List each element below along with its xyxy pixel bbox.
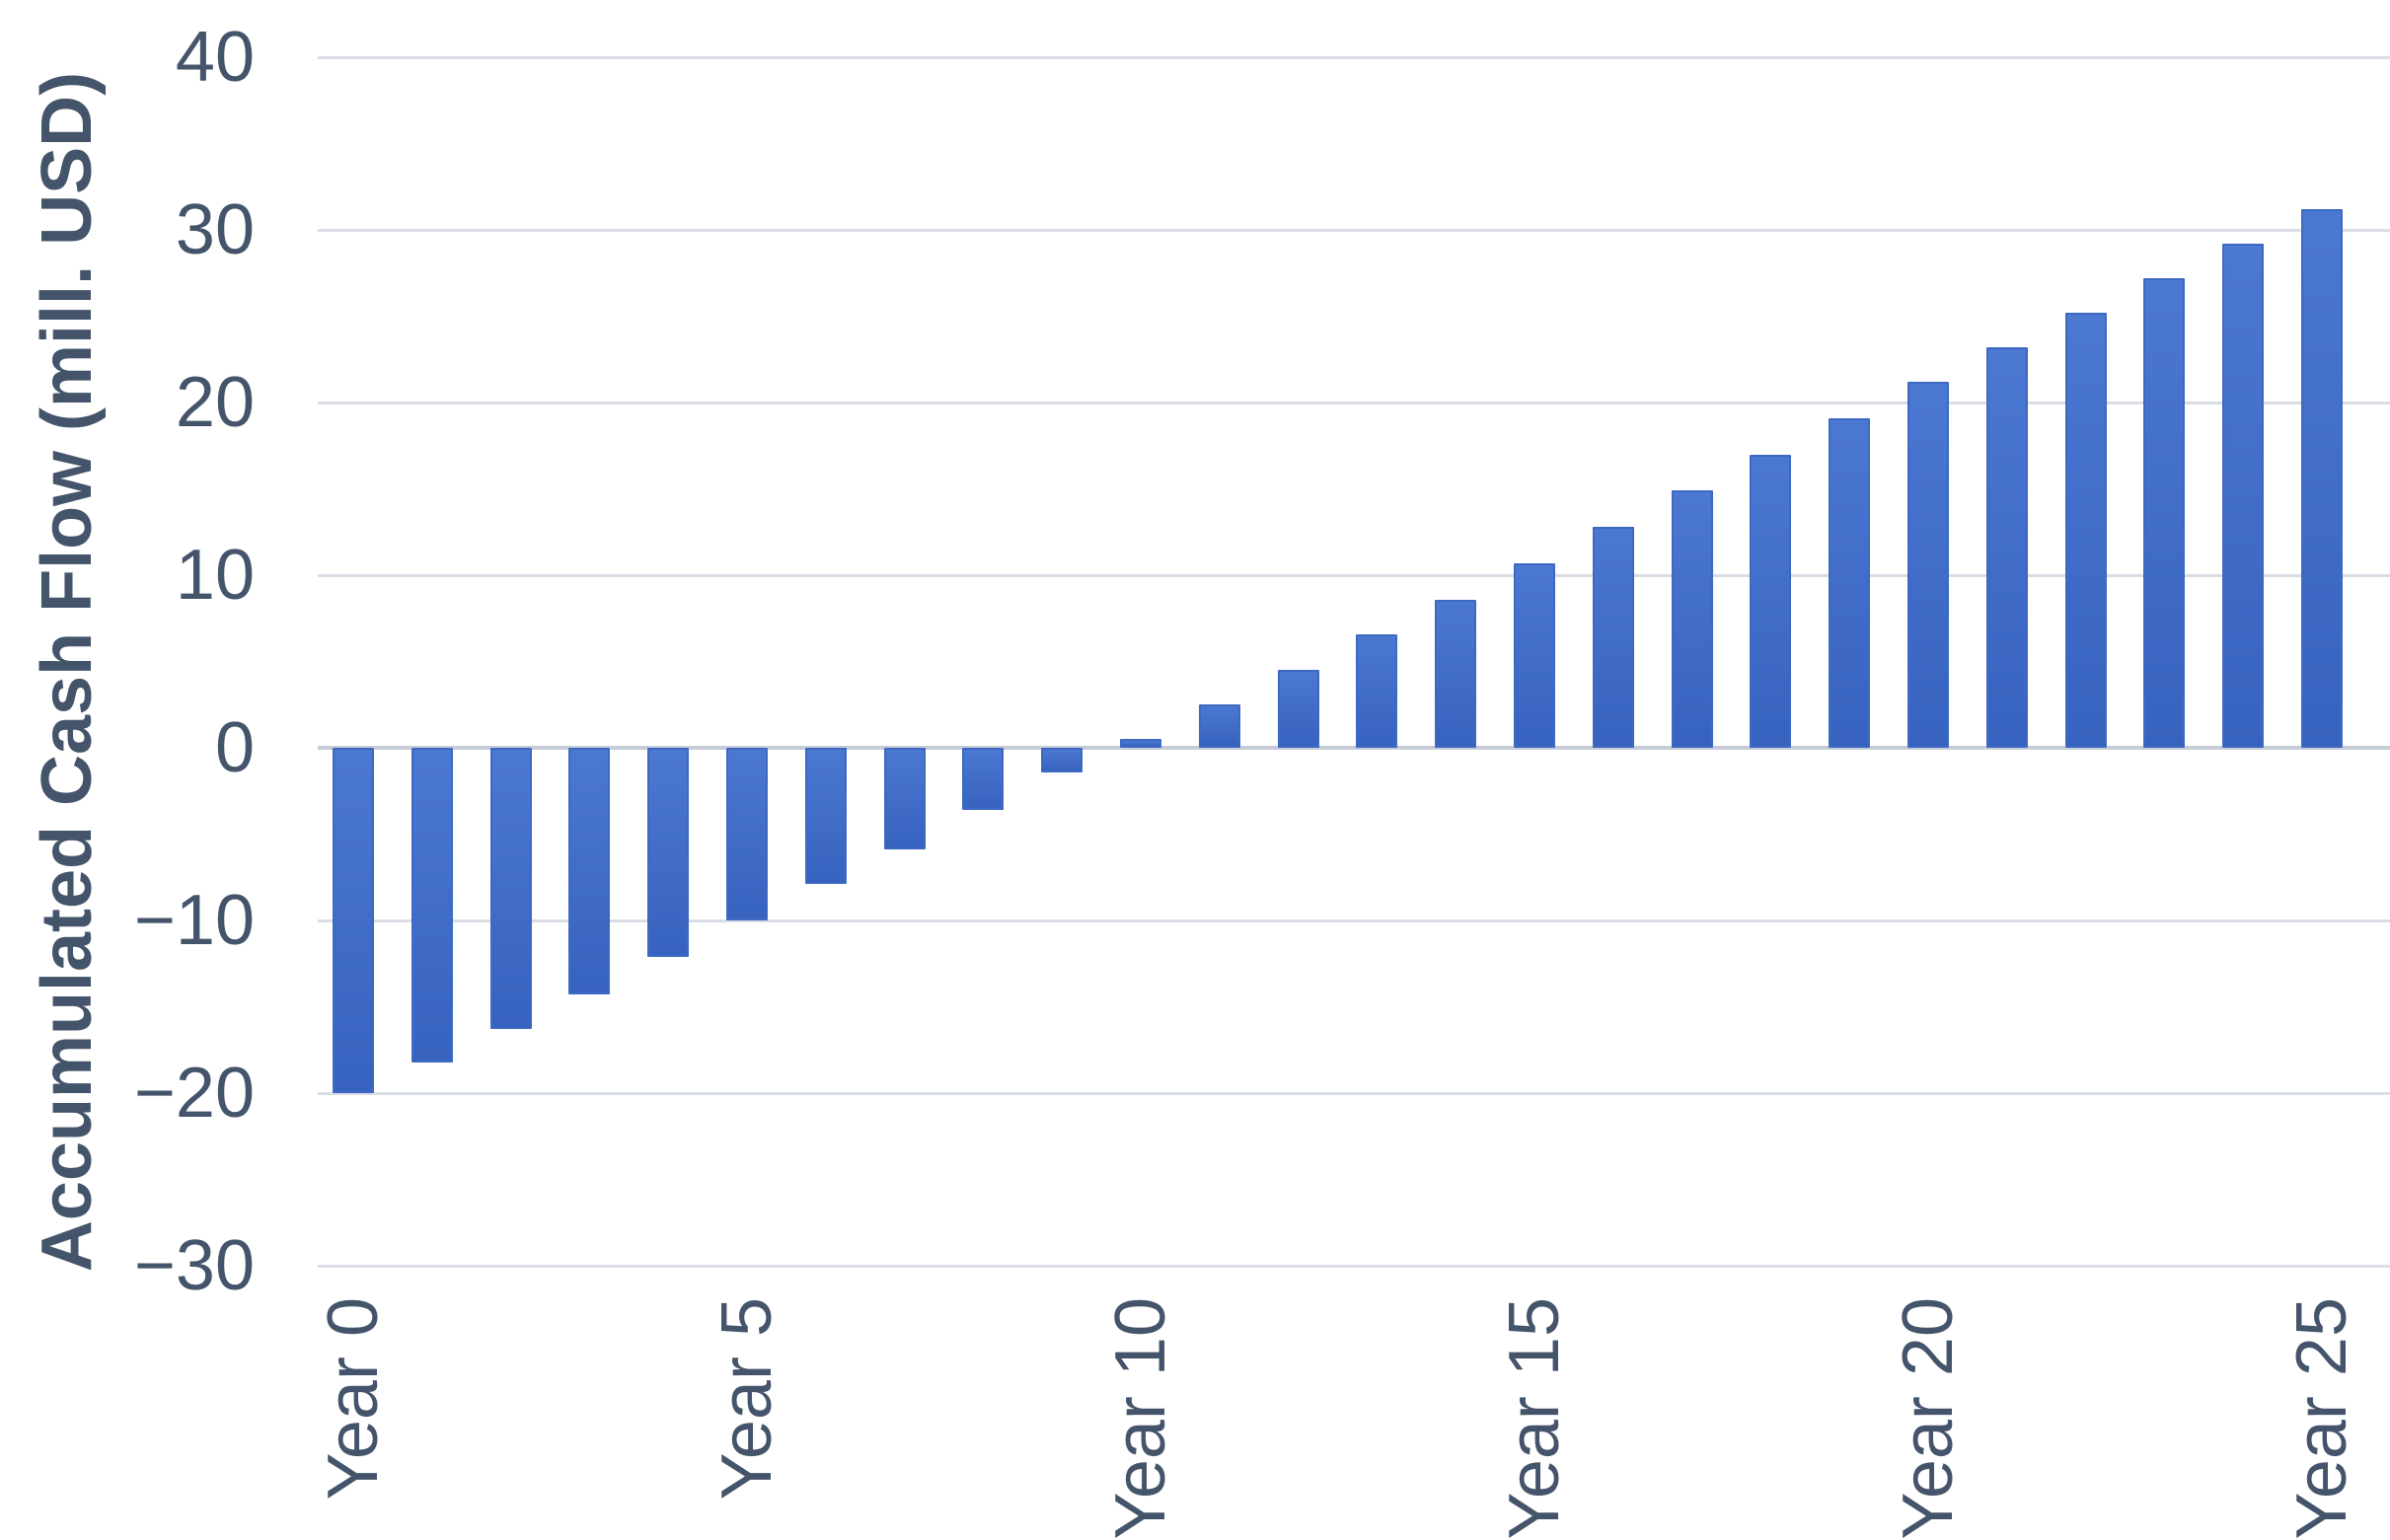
bar-year-6: [804, 748, 847, 885]
x-tick-label: Year 15: [1495, 1297, 1574, 1540]
bar-year-25: [2301, 209, 2343, 748]
bar-year-4: [647, 748, 690, 957]
bar-year-20: [1907, 382, 1949, 748]
bar-year-23: [2143, 278, 2186, 748]
bar-year-16: [1592, 527, 1634, 748]
bar-year-1: [411, 748, 453, 1063]
y-tick-label: 10: [175, 536, 255, 615]
bar-year-2: [489, 748, 532, 1030]
bar-year-9: [1041, 748, 1083, 772]
bar-year-0: [333, 748, 374, 1093]
gridline: [318, 919, 2390, 922]
x-tick-label: Year 10: [1101, 1297, 1180, 1540]
gridline: [318, 229, 2390, 232]
x-tick-label: Year 25: [2282, 1297, 2361, 1540]
bar-year-11: [1198, 704, 1240, 748]
y-tick-label: −20: [133, 1054, 255, 1133]
bar-year-24: [2222, 244, 2265, 748]
bar-year-18: [1750, 454, 1792, 748]
bar-year-10: [1120, 739, 1161, 748]
y-tick-label: 0: [214, 708, 255, 787]
bar-year-5: [726, 748, 768, 920]
zero-axis-line: [318, 746, 2390, 750]
gridline: [318, 1265, 2390, 1268]
bar-year-14: [1435, 599, 1477, 748]
gridline: [318, 1092, 2390, 1095]
bar-year-8: [962, 748, 1005, 810]
bar-year-22: [2064, 313, 2107, 748]
x-tick-label: Year 0: [314, 1297, 393, 1501]
bar-year-12: [1277, 670, 1319, 748]
bar-year-15: [1514, 562, 1555, 748]
gridline: [318, 574, 2390, 577]
y-tick-label: 30: [175, 190, 255, 269]
x-tick-label: Year 20: [1889, 1297, 1968, 1540]
bar-year-17: [1671, 490, 1713, 748]
bar-year-7: [883, 748, 926, 850]
y-tick-label: 20: [175, 363, 255, 442]
bar-year-19: [1829, 417, 1871, 748]
y-tick-label: −30: [133, 1226, 255, 1305]
gridline: [318, 56, 2390, 59]
y-tick-label: −10: [133, 881, 255, 960]
y-tick-label: 40: [175, 18, 255, 97]
x-tick-label: Year 5: [708, 1297, 786, 1501]
bar-year-13: [1356, 633, 1398, 748]
bar-year-3: [568, 748, 611, 995]
bar-year-21: [1985, 347, 2028, 748]
gridline: [318, 402, 2390, 404]
